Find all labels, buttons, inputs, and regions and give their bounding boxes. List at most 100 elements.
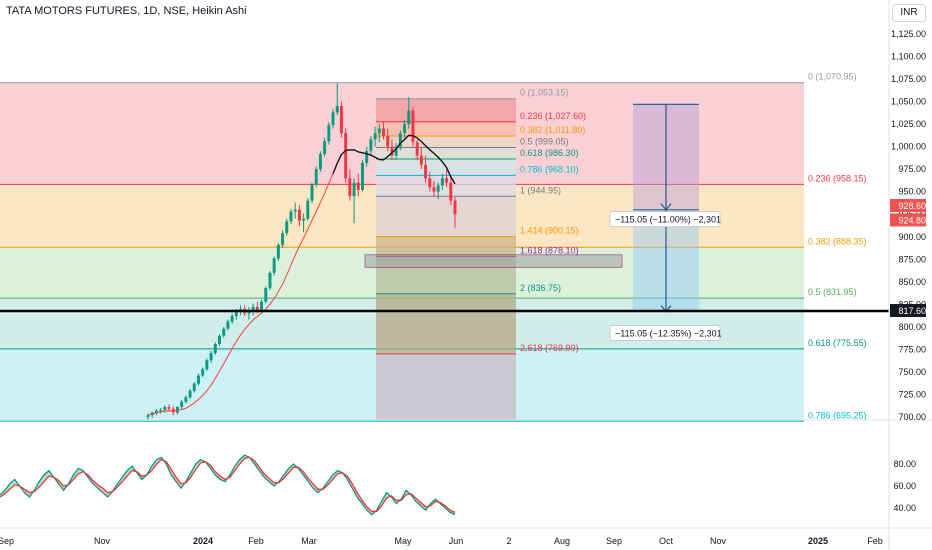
candle-body: [222, 328, 226, 336]
price-tick-label: 800.00: [898, 322, 926, 332]
fib-ext-label: 1.618 (878.10): [520, 246, 579, 256]
osc-fill: [176, 477, 182, 489]
candle-body: [293, 209, 297, 212]
time-tick-label: 2025: [808, 536, 828, 546]
osc-tick-label: 60.00: [893, 481, 916, 491]
price-tick-label: 775.00: [898, 344, 926, 354]
candle-body: [260, 301, 264, 311]
osc-tick-label: 80.00: [893, 459, 916, 469]
candle-body: [146, 415, 150, 417]
fib-level-label: 0.618 (775.55): [808, 338, 867, 348]
fib-ext-label: 0.618 (986.30): [520, 148, 579, 158]
fib-ext-band: [376, 121, 516, 137]
candle-body: [175, 407, 179, 413]
candle-body: [251, 307, 255, 312]
candle-body: [440, 178, 444, 186]
candle-body: [289, 211, 293, 222]
candle-body: [230, 316, 234, 322]
time-tick-label: Oct: [659, 536, 674, 546]
zone-rectangle: [364, 254, 623, 268]
price-label: 928.60: [898, 201, 926, 211]
candle-body: [327, 125, 331, 142]
price-tick-label: 900.00: [898, 232, 926, 242]
candle-body: [281, 233, 285, 245]
candle-body: [407, 110, 411, 125]
price-tick-label: 750.00: [898, 367, 926, 377]
candle-body: [373, 133, 377, 140]
price-tick-label: 875.00: [898, 254, 926, 264]
candle-body: [419, 155, 423, 165]
fib-level-label: 0.5 (831.95): [808, 287, 857, 297]
price-tick-label: 700.00: [898, 412, 926, 422]
candle-body: [352, 182, 356, 197]
candle-body: [255, 307, 259, 311]
fib-ext-band: [376, 136, 516, 148]
price-label: 924.80: [898, 215, 926, 225]
candle-body: [302, 218, 306, 221]
candle-body: [331, 112, 335, 126]
candle-body: [268, 272, 272, 289]
fib-ext-band: [376, 293, 516, 355]
candle-body: [318, 153, 322, 170]
time-tick-label: Nov: [94, 536, 111, 546]
fib-level-label: 0.786 (695.25): [808, 410, 867, 420]
candle-body: [369, 139, 373, 152]
candle-body: [154, 410, 158, 413]
time-tick-label: Sep: [0, 536, 14, 546]
time-tick-label: 2024: [193, 536, 213, 546]
long-average-line: [332, 134, 456, 185]
candle-body: [188, 390, 192, 398]
candle-body: [432, 187, 436, 192]
candle-body: [453, 200, 457, 215]
currency-selector[interactable]: INR: [892, 4, 926, 22]
price-tick-label: 1,075.00: [891, 74, 926, 84]
candle-body: [415, 142, 419, 156]
time-tick-label: Feb: [867, 536, 883, 546]
fib-ext-band: [376, 98, 516, 122]
candle-body: [184, 397, 188, 402]
chart-title: TATA MOTORS FUTURES, 1D, NSE, Heikin Ash…: [6, 5, 247, 17]
measure-arrow: [660, 203, 672, 211]
candle-body: [335, 106, 339, 113]
candle-body: [424, 164, 428, 179]
osc-fill: [78, 468, 84, 474]
price-tick-label: 1,025.00: [891, 119, 926, 129]
candle-body: [344, 133, 348, 179]
fib-ext-label: 0.786 (968.10): [520, 164, 579, 174]
price-label-box: [890, 213, 926, 227]
candle-body: [226, 321, 230, 329]
candle-body: [213, 344, 217, 354]
candle-body: [205, 360, 209, 370]
osc-fill: [73, 468, 79, 480]
osc-fill: [102, 488, 108, 497]
measure-label-upper: −115.05 (−11.00%) −2,301: [615, 215, 721, 225]
price-tick-label: 725.00: [898, 389, 926, 399]
measure-label-box: [609, 211, 721, 228]
price-tick-label: 975.00: [898, 164, 926, 174]
candle-body: [209, 353, 213, 361]
time-tick-label: Mar: [301, 536, 317, 546]
candle-body: [310, 184, 314, 201]
osc-fill: [234, 459, 240, 471]
fib-level-label: 0.236 (958.15): [808, 173, 867, 183]
fib-ext-band: [376, 175, 516, 197]
osc-slow-line: [0, 456, 456, 513]
fib-ext-band: [376, 236, 516, 257]
candle-body: [247, 311, 251, 314]
candle-body: [411, 110, 415, 143]
fib-ext-band: [376, 354, 516, 420]
candle-body: [339, 106, 343, 134]
fib-ext-band: [376, 147, 516, 159]
candle-body: [323, 141, 327, 154]
fib-level-label: 0.382 (888.35): [808, 236, 867, 246]
candle-body: [361, 162, 364, 190]
price-tick-label: 1,125.00: [891, 29, 926, 39]
candle-body: [218, 335, 221, 345]
candle-body: [264, 288, 268, 302]
candle-body: [382, 128, 385, 136]
osc-fill: [122, 470, 128, 482]
price-tick-label: 950.00: [898, 187, 926, 197]
osc-fill: [127, 466, 133, 477]
